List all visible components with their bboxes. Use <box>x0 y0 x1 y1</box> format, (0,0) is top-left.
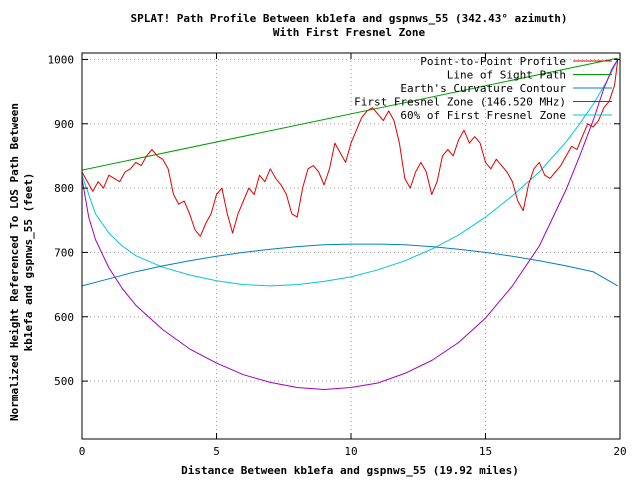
axis-ticks: 0 5 10 15 20 500 600 700 800 900 1000 <box>48 53 627 458</box>
y-axis-label-line-2: kb1efa and gspnws_55 (feet) <box>22 173 35 352</box>
y-tick-label: 1000 <box>48 53 75 66</box>
legend-label: Point-to-Point Profile <box>420 55 566 68</box>
series-layer <box>81 57 619 390</box>
x-tick-label: 0 <box>79 445 86 458</box>
y-tick-label: 800 <box>54 182 74 195</box>
grid-lines <box>82 53 620 439</box>
legend-label: First Fresnel Zone (146.520 MHz) <box>354 96 566 109</box>
chart-subtitle: With First Fresnel Zone <box>273 26 426 39</box>
legend-label: Earth's Curvature Contour <box>400 82 566 95</box>
legend-label: 60% of First Fresnel Zone <box>400 109 566 122</box>
x-tick-label: 20 <box>613 445 626 458</box>
series-line-2 <box>81 243 619 287</box>
legend-label: Line of Sight Path <box>447 69 566 82</box>
series-line-0 <box>81 59 619 237</box>
y-tick-label: 500 <box>54 375 74 388</box>
x-tick-label: 5 <box>213 445 220 458</box>
y-tick-label: 700 <box>54 246 74 259</box>
x-tick-label: 15 <box>479 445 492 458</box>
y-tick-label: 900 <box>54 118 74 131</box>
x-axis-label: Distance Between kb1efa and gspnws_55 (1… <box>181 464 519 477</box>
series-line-4 <box>81 59 619 287</box>
x-tick-label: 10 <box>344 445 357 458</box>
y-axis-label-line-1: Normalized Height Referenced To LOS Path… <box>8 103 21 421</box>
chart-title: SPLAT! Path Profile Between kb1efa and g… <box>130 12 567 25</box>
series-line-1 <box>81 57 618 171</box>
series-line-3 <box>81 59 619 390</box>
y-tick-label: 600 <box>54 311 74 324</box>
